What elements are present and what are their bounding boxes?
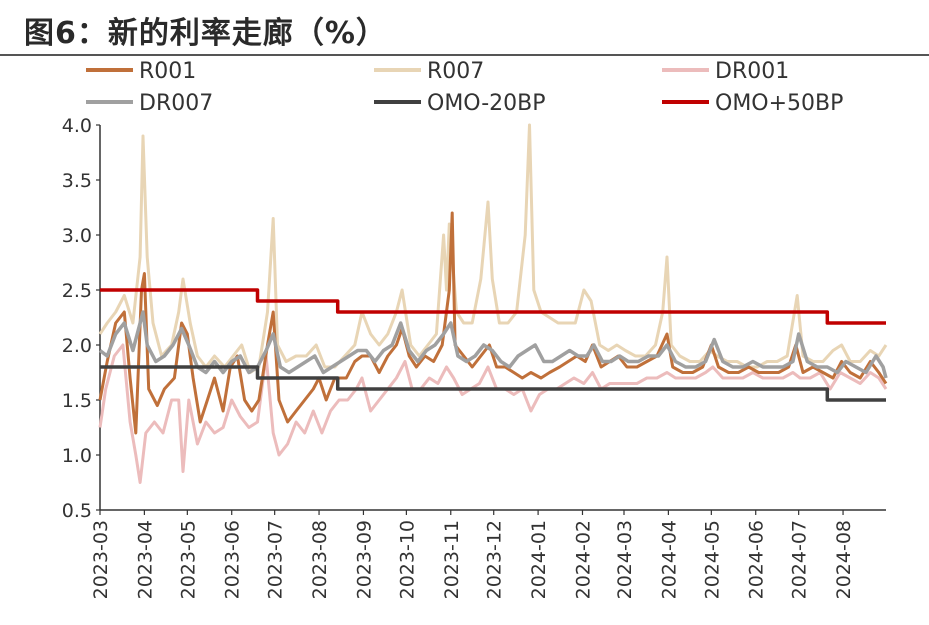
x-tick-label: 2024-05	[701, 520, 723, 599]
legend: R001 R007 DR001 DR007 OMO-20BP OMO+50BP	[86, 59, 843, 116]
x-tick-label: 2023-05	[177, 520, 199, 599]
series-line-dr007	[98, 310, 888, 379]
x-tick-label: 2023-08	[309, 520, 331, 599]
x-tick-label: 2024-02	[572, 520, 594, 599]
x-tick-label: 2023-03	[90, 520, 112, 599]
legend-label-dr007: DR007	[139, 91, 213, 116]
x-tick-label: 2023-06	[222, 520, 244, 599]
x-tick-label: 2024-06	[746, 520, 768, 599]
title-underline	[0, 54, 929, 56]
series-line-r001	[98, 211, 888, 435]
legend-label-r007: R007	[427, 59, 484, 84]
legend-label-dr001: DR001	[715, 59, 789, 84]
x-tick-label: 2023-12	[484, 520, 506, 599]
x-tick-label: 2024-01	[528, 520, 550, 599]
series-line-dr001	[98, 343, 888, 484]
y-tick-label: 1.5	[62, 390, 92, 412]
x-tick-label: 2023-07	[265, 520, 287, 599]
series-line-omo-20bp	[100, 365, 886, 402]
chart-title: 图6：新的利率走廊（%）	[24, 16, 387, 51]
legend-label-omo-50bp: OMO+50BP	[715, 91, 843, 116]
axes: 0.5 1.0 1.5 2.0 2.5 3.0 3.5 4.0 2023-03 2023-04 20…	[62, 115, 886, 599]
x-tick-label: 2023-11	[441, 520, 463, 599]
x-tick-label: 2024-03	[614, 520, 636, 599]
plot-area	[98, 123, 888, 484]
x-tick-label: 2023-04	[134, 520, 156, 599]
y-tick-label: 1.0	[62, 445, 92, 467]
series-line-omo-50bp	[100, 288, 886, 325]
y-tick-label: 3.5	[62, 170, 92, 192]
x-tick-label: 2024-04	[658, 520, 680, 599]
x-tick-label: 2024-08	[833, 520, 855, 599]
series-line-r007	[98, 123, 888, 374]
x-tick-label: 2023-09	[353, 520, 375, 599]
x-tick-label: 2024-07	[789, 520, 811, 599]
legend-label-omo-20bp: OMO-20BP	[427, 91, 546, 116]
y-tick-label: 4.0	[62, 115, 92, 137]
y-tick-label: 2.0	[62, 335, 92, 357]
y-tick-label: 0.5	[62, 500, 92, 522]
x-tick-label: 2023-10	[396, 520, 418, 599]
y-tick-label: 3.0	[62, 225, 92, 247]
y-tick-label: 2.5	[62, 280, 92, 302]
legend-label-r001: R001	[139, 59, 196, 84]
